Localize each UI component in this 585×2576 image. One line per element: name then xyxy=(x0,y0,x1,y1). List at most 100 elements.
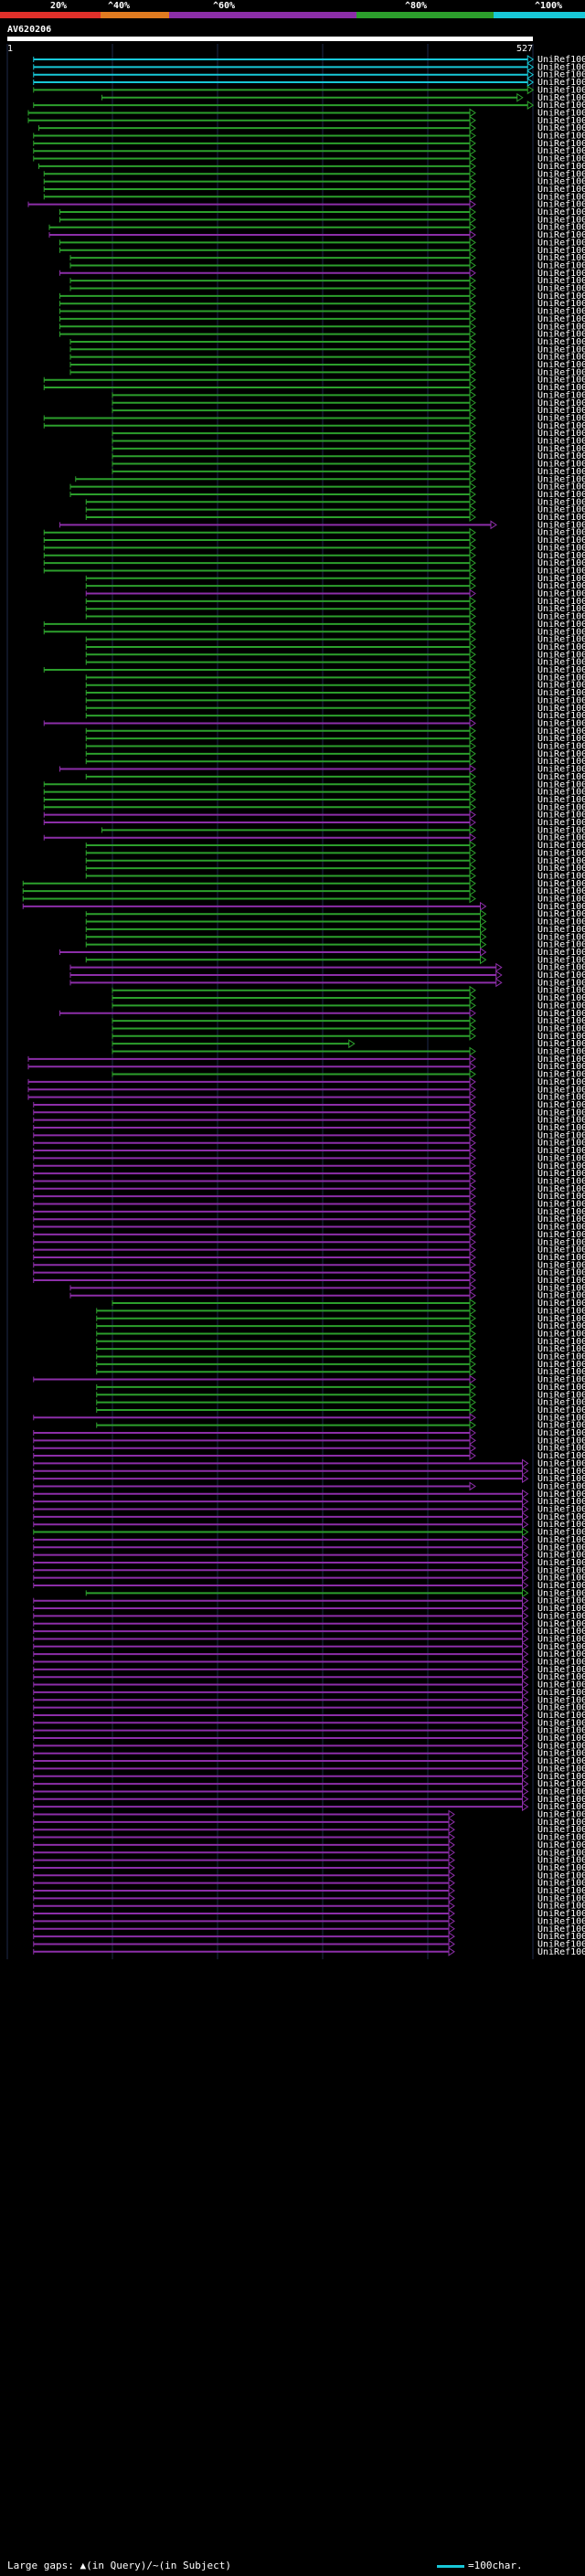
hit-label[interactable]: UniRef100_A9MPH1 xyxy=(537,1886,585,1896)
hit-row[interactable]: UniRef100_A2SY14 xyxy=(33,1680,585,1691)
hit-row[interactable]: UniRef100_C1MUM9 xyxy=(33,1497,585,1507)
hit-label[interactable]: UniRef100_C6T4E5 xyxy=(537,1047,585,1057)
hit-row[interactable]: UniRef100_P16708 xyxy=(85,505,585,515)
hit-row[interactable]: UniRef100_C6T4E5 xyxy=(112,1047,585,1057)
hit-row[interactable]: UniRef100_C6TEV2 xyxy=(33,1611,585,1621)
hit-label[interactable]: UniRef100_B6SZ34 xyxy=(537,1360,585,1370)
hit-label[interactable]: UniRef100_B9DFW4 xyxy=(537,146,585,156)
hit-label[interactable]: UniRef100_Q6TF58 xyxy=(537,604,585,614)
hit-label[interactable]: UniRef100_A9PH82 xyxy=(537,116,585,126)
hit-label[interactable]: UniRef100_A2SY18 xyxy=(537,1520,585,1530)
hit-label[interactable]: UniRef100_B7F1F7 xyxy=(537,779,585,790)
hit-row[interactable]: UniRef100_A5KGW8 xyxy=(69,978,585,988)
hit-row[interactable]: UniRef100_B3VV83 xyxy=(33,1237,585,1247)
hit-row[interactable]: UniRef100_A5AF16 xyxy=(85,658,585,668)
hit-row[interactable]: UniRef100_Q94BT1 xyxy=(85,581,585,591)
hit-label[interactable]: UniRef100_B6U220 xyxy=(537,1352,585,1362)
hit-label[interactable]: UniRef100_C3UVR9 xyxy=(537,1001,585,1011)
hit-row[interactable]: UniRef100_UP1000... xyxy=(85,673,585,683)
hit-label[interactable]: UniRef100_B3VV80 xyxy=(537,1375,585,1385)
hit-label[interactable]: UniRef100_B9T5U6 xyxy=(537,1253,585,1263)
hit-row[interactable]: UniRef100_B9DFW4 xyxy=(33,146,585,156)
hit-label[interactable]: UniRef100_C1MHB6 xyxy=(537,1871,585,1881)
hit-row[interactable]: UniRef100_A9PF66 xyxy=(33,1848,585,1858)
hit-label[interactable]: UniRef100_B6T892 xyxy=(537,383,585,393)
hit-row[interactable]: UniRef100_Q75Y4 xyxy=(33,62,585,72)
hit-row[interactable]: UniRef100_A9TVX0 xyxy=(85,757,585,767)
hit-label[interactable]: UniRef100_Q8RU80 xyxy=(537,260,585,270)
hit-label[interactable]: UniRef100_Q3BVI8 xyxy=(537,879,585,889)
hit-row[interactable]: UniRef100_C1FET1 xyxy=(33,1565,585,1575)
hit-row[interactable]: UniRef100_A4S374 xyxy=(43,718,585,728)
hit-row[interactable]: UniRef100_C3UVS6 xyxy=(112,1016,585,1026)
hit-label[interactable]: UniRef100_Q9SMF8 xyxy=(537,360,585,370)
hit-row[interactable]: UniRef100_B3VV74 xyxy=(33,1246,585,1256)
hit-label[interactable]: UniRef100_C6TL11 xyxy=(537,1176,585,1186)
hit-row[interactable]: UniRef100_A8TSG0 xyxy=(33,70,585,80)
hit-row[interactable]: UniRef100_Q6YW17 xyxy=(43,535,585,546)
hit-row[interactable]: UniRef100_P36494 xyxy=(33,1108,585,1118)
hit-label[interactable]: UniRef100_B5KV37 xyxy=(537,1902,585,1912)
hit-row[interactable]: UniRef100_A9TFD8 xyxy=(33,1756,585,1766)
hit-label[interactable]: UniRef100_B6U216 xyxy=(537,1405,585,1415)
hit-row[interactable]: UniRef100_B6U220 xyxy=(96,1352,585,1362)
hit-row[interactable]: UniRef100_C3UVT8 xyxy=(112,993,585,1003)
hit-label[interactable]: UniRef100_A4GPP3 xyxy=(537,1665,585,1675)
hit-row[interactable]: UniRef100_A2SY17 xyxy=(59,520,585,530)
hit-label[interactable]: UniRef100_Q43381 xyxy=(537,1542,585,1553)
hit-label[interactable]: UniRef100_A9PHB5 xyxy=(537,1558,585,1568)
hit-label[interactable]: UniRef100_Q39632 xyxy=(537,85,585,95)
hit-label[interactable]: UniRef100_Q94BT1 xyxy=(537,581,585,591)
hit-label[interactable]: UniRef100_B6U530 xyxy=(537,253,585,263)
hit-label[interactable]: UniRef100_C1FE04 xyxy=(537,490,585,500)
hit-row[interactable]: UniRef100_A9PHB6 xyxy=(33,1551,585,1561)
hit-label[interactable]: UniRef100_Q9SYW8 xyxy=(537,390,585,400)
hit-label[interactable]: UniRef100_Q5SDL8 xyxy=(537,1802,585,1812)
hit-row[interactable]: UniRef100_A2SY10 xyxy=(33,1505,585,1515)
hit-label[interactable]: UniRef100_A9TFD8 xyxy=(537,1756,585,1766)
hit-label[interactable]: UniRef100_A8TSG0 xyxy=(537,70,585,80)
hit-label[interactable]: UniRef100_A2SY39 xyxy=(537,1077,585,1087)
hit-label[interactable]: UniRef100_B6U213 xyxy=(537,1421,585,1431)
hit-row[interactable]: UniRef100_A9NZ80 xyxy=(33,1649,585,1659)
hit-row[interactable]: UniRef100_B8PYF9 xyxy=(27,1062,585,1072)
hit-label[interactable]: UniRef100_C1EDC9 xyxy=(537,376,585,386)
hit-row[interactable]: UniRef100_Q9XF90 xyxy=(69,1283,585,1293)
hit-row[interactable]: UniRef100_Q9LXE7 xyxy=(75,474,585,484)
hit-row[interactable]: UniRef100_A9TB05 xyxy=(33,1749,585,1759)
hit-label[interactable]: UniRef100_Q9LM02 xyxy=(537,1291,585,1301)
hit-row[interactable]: UniRef100_Q94481 xyxy=(85,864,585,874)
hit-row[interactable]: UniRef100_B6U211 xyxy=(33,1276,585,1286)
hit-label[interactable]: UniRef100_Q3B9U5 xyxy=(537,1863,585,1873)
hit-label[interactable]: UniRef100_A9RUS2 xyxy=(537,1032,585,1042)
hit-label[interactable]: UniRef100_Q02071 xyxy=(537,1604,585,1614)
hit-row[interactable]: UniRef100_B6S237 xyxy=(43,192,585,202)
hit-label[interactable]: UniRef100_Q0J070 xyxy=(537,230,585,240)
hit-label[interactable]: UniRef100_A9PJ02 xyxy=(537,650,585,660)
hit-label[interactable]: UniRef100_Q9LXE7 xyxy=(537,474,585,484)
hit-label[interactable]: UniRef100_Q9SIA9 xyxy=(537,1879,585,1889)
hit-row[interactable]: UniRef100_C5X9G4 xyxy=(33,1574,585,1584)
hit-row[interactable]: UniRef100_Q41192 xyxy=(112,1023,585,1034)
hit-row[interactable]: UniRef100_A9PB57 xyxy=(27,1093,585,1103)
hit-row[interactable]: UniRef100_B4F994 xyxy=(85,497,585,507)
hit-row[interactable]: UniRef100_Q5V093 xyxy=(33,1711,585,1721)
hit-row[interactable]: UniRef100_A2SY15 xyxy=(33,1130,585,1140)
hit-row[interactable]: UniRef100_B8LS59 xyxy=(85,749,585,759)
hit-row[interactable]: UniRef100_B9T5U6 xyxy=(33,1253,585,1263)
hit-row[interactable]: UniRef100_Q0WR83 xyxy=(33,1467,585,1477)
hit-row[interactable]: UniRef100_C5YHG3 xyxy=(27,1055,585,1065)
hit-row[interactable]: UniRef100_A7QP61 xyxy=(112,460,585,470)
hit-row[interactable]: UniRef100_B6T892 xyxy=(43,383,585,393)
hit-row[interactable]: UniRef100_A2SY41 xyxy=(43,818,585,828)
hit-label[interactable]: UniRef100_Q9XF90 xyxy=(537,1283,585,1293)
hit-row[interactable]: UniRef100_B6SZ31 xyxy=(96,1367,585,1377)
hit-label[interactable]: UniRef100_A2SY37 xyxy=(537,948,585,958)
hit-label[interactable]: UniRef100_B6U211 xyxy=(537,1276,585,1286)
hit-label[interactable]: UniRef100_Q9S631 xyxy=(537,1818,585,1828)
hit-row[interactable]: UniRef100_A9PGU3 xyxy=(59,330,585,340)
hit-label[interactable]: UniRef100_B6U215 xyxy=(537,1268,585,1278)
hit-label[interactable]: UniRef100_A5B649 xyxy=(537,848,585,858)
hit-row[interactable]: UniRef100_C1FDB4 xyxy=(33,1627,585,1637)
hit-label[interactable]: UniRef100_A4S9V8 xyxy=(537,1909,585,1919)
